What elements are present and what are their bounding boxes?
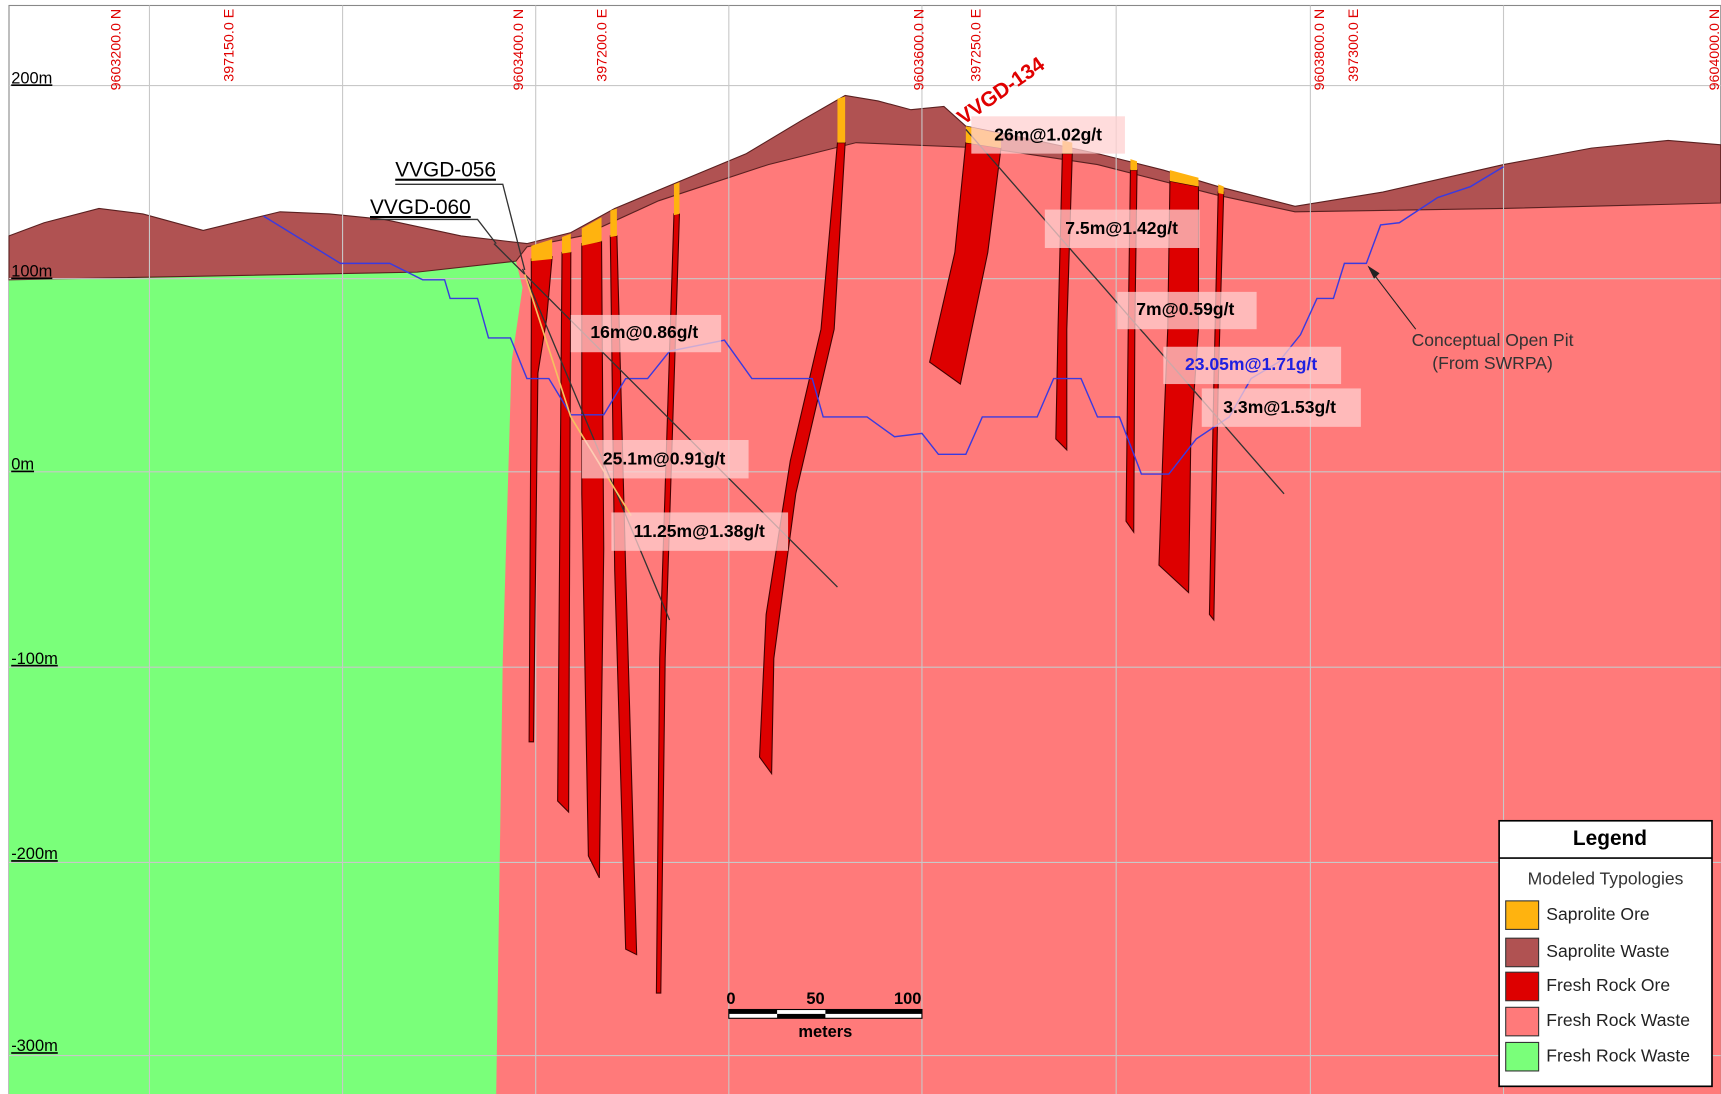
legend-label: Fresh Rock Waste bbox=[1546, 1010, 1690, 1030]
drillhole-label: VVGD-056 bbox=[395, 159, 496, 182]
legend-swatch bbox=[1506, 901, 1539, 930]
elevation-label: -300m bbox=[11, 1037, 58, 1055]
coordinate-label: 9603800.0 N bbox=[1312, 9, 1328, 91]
coordinate-label: 9604000.0 N bbox=[1707, 9, 1721, 91]
legend-swatch bbox=[1506, 938, 1539, 967]
legend-swatch bbox=[1506, 972, 1539, 1001]
annotation: (From SWRPA) bbox=[1432, 353, 1553, 373]
intercept-label: 7.5m@1.42g/t bbox=[1065, 218, 1178, 238]
fresh-rock-waste-west bbox=[9, 261, 523, 1094]
drillhole-label: VVGD-060 bbox=[370, 196, 471, 219]
intercept-label: 3.3m@1.53g/t bbox=[1223, 397, 1336, 417]
legend-label: Fresh Rock Ore bbox=[1546, 975, 1670, 995]
elevation-label: 100m bbox=[11, 262, 52, 280]
elevation-label: -200m bbox=[11, 845, 58, 863]
coordinate-label: 397200.0 E bbox=[594, 9, 610, 82]
legend-swatch bbox=[1506, 1042, 1539, 1071]
coordinate-label: 397250.0 E bbox=[969, 9, 985, 82]
intercept-label: 7m@0.59g/t bbox=[1136, 299, 1234, 319]
coordinate-label: 9603600.0 N bbox=[912, 9, 928, 91]
coordinate-label: 9603400.0 N bbox=[511, 9, 527, 91]
coordinate-label: 9603200.0 N bbox=[108, 9, 124, 91]
elevation-label: 0m bbox=[11, 456, 34, 474]
scale-label: 0 bbox=[726, 990, 735, 1008]
intercept-label: 11.25m@1.38g/t bbox=[634, 521, 765, 541]
intercept-label: 23.05m@1.71g/t bbox=[1185, 354, 1317, 374]
intercept-label: 25.1m@0.91g/t bbox=[603, 448, 726, 468]
legend: Legend Modeled Typologies Saprolite Ore S… bbox=[1499, 821, 1712, 1087]
scale-unit: meters bbox=[798, 1023, 852, 1041]
intercept-label: 16m@0.86g/t bbox=[590, 322, 698, 342]
intercept-label: 26m@1.02g/t bbox=[994, 125, 1102, 145]
legend-label: Saprolite Ore bbox=[1546, 904, 1649, 924]
scale-label: 50 bbox=[806, 990, 824, 1008]
elevation-label: 200m bbox=[11, 69, 52, 87]
legend-subtitle: Modeled Typologies bbox=[1528, 869, 1684, 889]
page: 200m 100m 0m -100m -200m -300m 9603200.0… bbox=[0, 0, 1721, 1094]
legend-label: Fresh Rock Waste bbox=[1546, 1045, 1690, 1065]
elevation-label: -100m bbox=[11, 650, 58, 668]
legend-title: Legend bbox=[1573, 827, 1647, 850]
scale-label: 100 bbox=[894, 990, 921, 1008]
annotation: Conceptual Open Pit bbox=[1412, 330, 1574, 350]
coordinate-label: 397300.0 E bbox=[1346, 9, 1362, 82]
legend-label: Saprolite Waste bbox=[1546, 941, 1669, 961]
coordinate-label: 397150.0 E bbox=[221, 9, 237, 82]
legend-swatch bbox=[1506, 1007, 1539, 1036]
cross-section: 200m 100m 0m -100m -200m -300m 9603200.0… bbox=[0, 0, 1721, 1094]
